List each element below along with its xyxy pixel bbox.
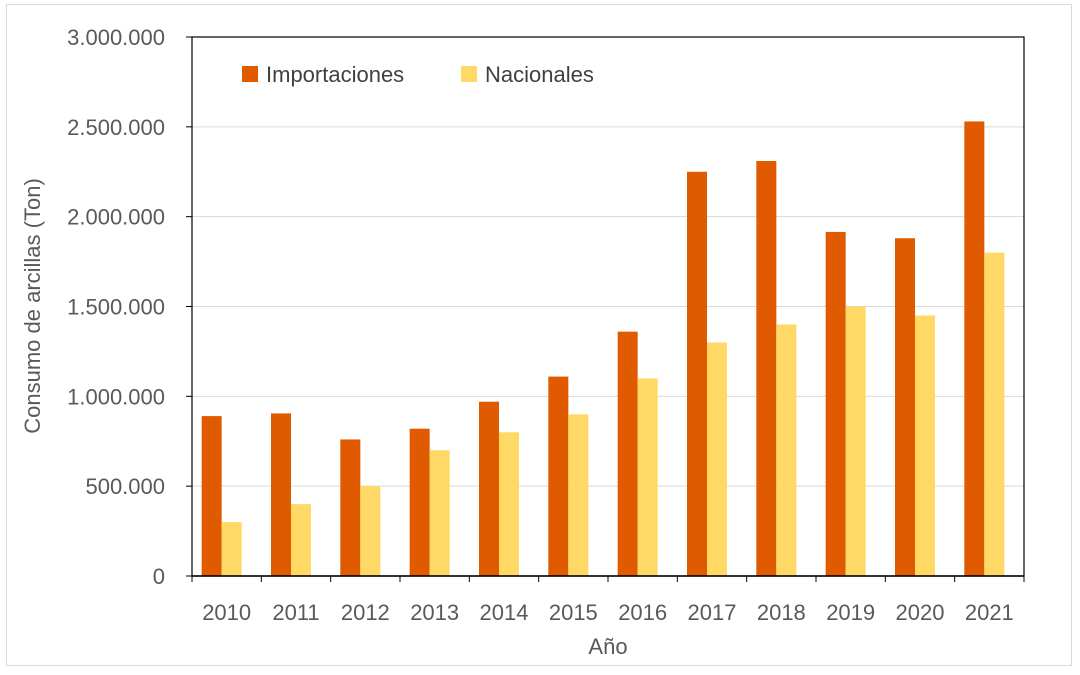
x-tick-label: 2012 [341,600,390,625]
bar-nacionales-2019 [845,306,866,576]
bar-nacionales-2013 [429,450,450,576]
bar-importaciones-2018 [756,160,777,576]
legend-item: Importaciones [242,62,404,87]
legend-swatch [461,66,477,82]
x-tick-label: 2021 [965,600,1014,625]
x-tick-label: 2013 [410,600,459,625]
bar-importaciones-2010 [201,416,222,576]
legend-item: Nacionales [461,62,594,87]
bar-importaciones-2014 [479,401,499,576]
bar-importaciones-2013 [409,428,430,576]
bar-importaciones-2021 [964,121,985,577]
bar-importaciones-2011 [271,413,291,576]
y-tick-label: 1.500.000 [67,295,165,320]
x-tick-labels: 2010 2011 2012 2013 2014 2015 2016 2017 2018 2019… [202,600,1014,625]
y-tick-labels: 0 500.000 1.000.000 1.500.000 2.000.000 2.500… [67,25,165,589]
y-tick-label: 2.500.000 [67,115,165,140]
bar-nacionales-2020 [915,315,935,576]
bar-nacionales-2018 [776,324,797,576]
x-tick-label: 2014 [480,600,529,625]
bar-importaciones-2016 [617,331,638,576]
x-tick-label: 2010 [202,600,251,625]
y-axis-title: Consumo de arcillas (Ton) [20,178,45,434]
x-tick-label: 2015 [549,600,598,625]
bar-nacionales-2014 [499,432,519,576]
chart-frame [6,4,1072,666]
bar-nacionales-2011 [291,504,311,576]
bar-nacionales-2016 [637,378,658,576]
y-tick-label: 0 [153,564,165,589]
x-tick-label: 2020 [896,600,945,625]
x-tick-label: 2011 [272,600,319,625]
y-tick-label: 500.000 [85,474,165,499]
bar-importaciones-2020 [895,238,915,576]
bar-nacionales-2021 [984,252,1005,576]
bar-importaciones-2017 [687,171,707,576]
legend: Importaciones Nacionales [242,62,594,87]
axes [186,36,1025,582]
x-axis-title: Año [588,634,627,659]
bar-nacionales-2015 [568,414,589,576]
bar-nacionales-2010 [221,522,242,576]
legend-swatch [242,66,258,82]
y-tick-label: 3.000.000 [67,25,165,50]
bar-nacionales-2012 [360,486,381,576]
legend-label: Importaciones [266,62,404,87]
x-tick-label: 2016 [618,600,667,625]
bar-importaciones-2012 [340,439,361,576]
bar-nacionales-2017 [707,342,727,576]
x-tick-label: 2017 [688,600,737,625]
bar-importaciones-2015 [548,376,569,576]
bar-importaciones-2019 [825,231,846,576]
y-tick-label: 1.000.000 [67,384,165,409]
bars [201,121,1005,577]
legend-label: Nacionales [485,62,594,87]
x-tick-label: 2019 [826,600,875,625]
x-tick-label: 2018 [757,600,806,625]
y-tick-label: 2.000.000 [67,205,165,230]
